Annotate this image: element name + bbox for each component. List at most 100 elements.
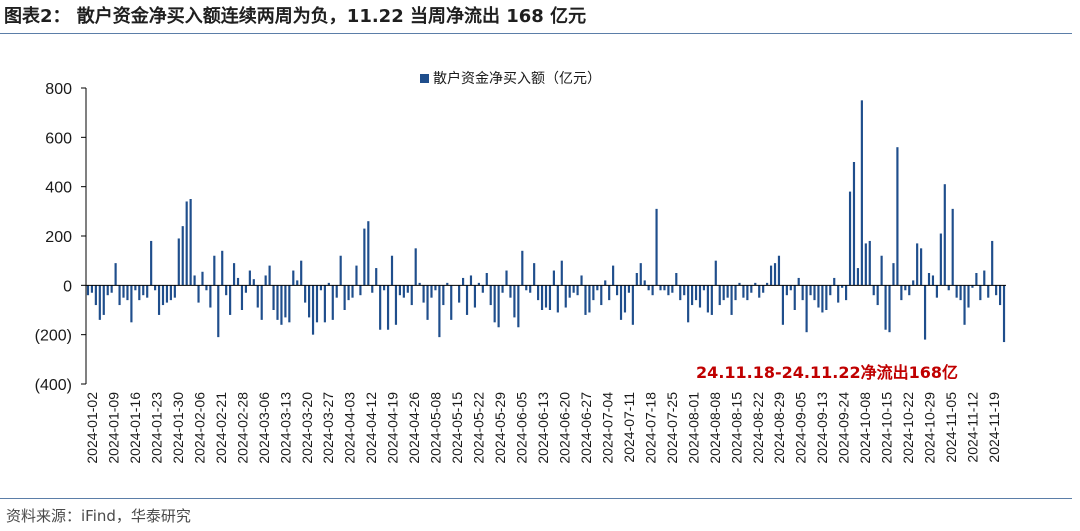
bar xyxy=(268,265,271,286)
bar xyxy=(584,285,587,315)
x-tick-label: 2024-03-20 xyxy=(299,392,315,464)
y-tick-label: 600 xyxy=(45,130,72,147)
bar xyxy=(801,285,804,301)
bar xyxy=(825,285,828,310)
bar xyxy=(260,285,263,320)
bar xyxy=(845,285,848,301)
bar xyxy=(90,285,94,293)
x-tick-label: 2024-08-22 xyxy=(750,392,766,464)
bar xyxy=(651,285,654,296)
bar xyxy=(781,285,784,325)
bar xyxy=(505,270,508,286)
bar xyxy=(939,233,942,286)
bar xyxy=(292,270,295,286)
bar xyxy=(615,285,619,296)
bar xyxy=(363,228,366,286)
bar xyxy=(805,285,808,333)
bar xyxy=(821,285,824,313)
bar xyxy=(983,270,986,286)
bar xyxy=(987,285,990,298)
bar xyxy=(912,280,915,286)
bar xyxy=(359,285,362,296)
bar xyxy=(327,282,330,286)
bar xyxy=(465,285,469,315)
bar xyxy=(252,279,255,286)
title-divider xyxy=(0,33,1072,34)
bar xyxy=(177,238,180,286)
bar xyxy=(600,285,603,306)
x-tick-label: 2024-06-05 xyxy=(514,392,530,464)
bar xyxy=(829,285,832,296)
bar xyxy=(189,199,192,286)
bar xyxy=(848,191,852,286)
bar xyxy=(300,260,303,286)
bar xyxy=(225,285,228,296)
bar xyxy=(181,226,184,286)
bar xyxy=(213,255,216,286)
bar xyxy=(347,285,350,301)
bar xyxy=(248,270,251,286)
bar xyxy=(852,162,856,286)
bar xyxy=(604,280,607,286)
bar xyxy=(142,285,145,296)
bar xyxy=(635,273,638,286)
x-tick-label: 2024-06-27 xyxy=(578,392,594,464)
bar xyxy=(647,285,650,291)
bar xyxy=(422,285,425,303)
bar xyxy=(351,285,354,298)
bar xyxy=(817,285,820,308)
bar xyxy=(691,285,694,306)
bar xyxy=(434,285,437,291)
bar xyxy=(533,263,536,286)
bar xyxy=(943,184,946,286)
x-tick-label: 2024-01-09 xyxy=(105,392,121,464)
bar xyxy=(272,285,275,310)
bar xyxy=(639,263,642,286)
bar xyxy=(797,277,800,286)
bar xyxy=(315,285,319,323)
bar xyxy=(884,285,887,330)
bar xyxy=(284,285,287,318)
bar xyxy=(232,263,236,286)
bar xyxy=(244,285,247,293)
bar xyxy=(489,285,492,306)
bar xyxy=(971,285,974,288)
bar xyxy=(335,285,338,298)
bar xyxy=(323,285,326,323)
bar xyxy=(493,285,496,323)
bar xyxy=(667,285,670,296)
bar xyxy=(481,285,484,293)
bar xyxy=(311,285,315,335)
x-tick-label: 2024-09-13 xyxy=(814,392,830,464)
bar xyxy=(469,275,473,286)
bar xyxy=(517,285,520,328)
bar xyxy=(122,285,125,298)
bar xyxy=(951,208,954,286)
x-tick-label: 2024-07-25 xyxy=(664,392,680,464)
x-tick-label: 2024-05-08 xyxy=(428,392,444,464)
x-tick-label: 2024-02-06 xyxy=(191,392,207,464)
bar xyxy=(568,285,571,298)
bar xyxy=(154,285,157,291)
bar xyxy=(900,285,903,301)
bar xyxy=(655,208,658,286)
x-tick-label: 2024-03-06 xyxy=(256,392,272,464)
x-tick-label: 2024-06-20 xyxy=(556,392,572,464)
bar xyxy=(406,285,409,293)
x-tick-label: 2024-08-15 xyxy=(728,392,744,464)
bar xyxy=(896,147,899,286)
bar xyxy=(746,285,749,301)
bar xyxy=(126,285,129,301)
bar xyxy=(410,285,413,306)
bar xyxy=(864,243,867,286)
bar xyxy=(331,285,334,320)
bar xyxy=(308,285,311,318)
bar xyxy=(967,285,970,308)
x-tick-label: 2024-10-15 xyxy=(879,392,895,464)
bar xyxy=(229,285,232,315)
bar xyxy=(931,275,935,286)
bar xyxy=(872,285,875,296)
legend-swatch xyxy=(420,74,429,83)
bar xyxy=(209,285,212,308)
bar xyxy=(643,280,646,286)
